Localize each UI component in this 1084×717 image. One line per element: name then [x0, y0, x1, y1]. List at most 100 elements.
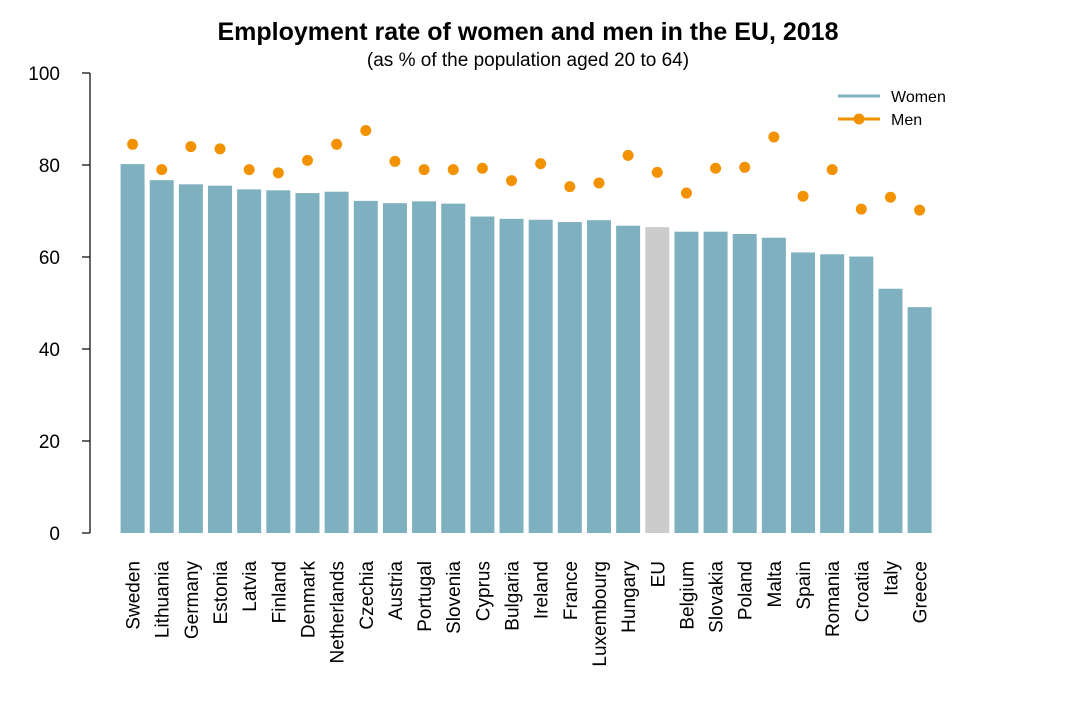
bar-women — [791, 252, 816, 533]
bar-women — [761, 237, 786, 533]
bar-women — [470, 216, 495, 533]
point-men — [127, 138, 139, 150]
bar-women — [295, 193, 320, 533]
point-men — [243, 164, 255, 176]
bar-women — [499, 218, 524, 533]
legend-men-marker — [853, 113, 865, 125]
point-men — [214, 143, 226, 155]
y-tick-label: 0 — [49, 524, 60, 545]
point-men — [884, 191, 896, 203]
category-label: Ireland — [532, 561, 553, 619]
category-label: Hungary — [619, 561, 640, 633]
bar-women — [849, 256, 874, 533]
category-label: Germany — [182, 561, 203, 640]
category-label: Finland — [269, 561, 290, 623]
category-label: EU — [648, 561, 669, 587]
category-label: Czechia — [357, 561, 378, 630]
category-label: Denmark — [298, 561, 319, 639]
bar-women — [878, 288, 903, 533]
point-men — [360, 125, 372, 136]
bar-women — [208, 185, 233, 533]
point-men — [710, 162, 722, 174]
bar-women — [732, 234, 757, 533]
bar-women — [820, 254, 845, 534]
category-label: Latvia — [240, 561, 261, 612]
bar-women — [616, 225, 641, 533]
bars — [120, 164, 932, 534]
bar-women — [120, 164, 145, 533]
category-label: Bulgaria — [503, 561, 524, 631]
bar-women — [178, 184, 203, 533]
category-label: Romania — [823, 561, 844, 637]
point-men — [593, 177, 605, 189]
bar-women — [237, 189, 262, 533]
bar-women — [557, 222, 582, 534]
category-label: Croatia — [852, 561, 873, 623]
point-men — [651, 166, 663, 178]
bar-women — [149, 180, 174, 533]
point-men — [535, 158, 547, 170]
point-men — [622, 149, 634, 161]
point-men — [739, 161, 751, 173]
y-tick-label: 20 — [39, 432, 60, 453]
category-label: Netherlands — [328, 561, 349, 663]
category-label: Italy — [881, 561, 902, 596]
point-men — [272, 167, 284, 179]
bar-women — [324, 191, 349, 533]
bar-women — [645, 227, 670, 533]
point-men — [506, 175, 518, 187]
chart-subtitle: (as % of the population aged 20 to 64) — [367, 50, 689, 71]
category-label: France — [561, 561, 582, 620]
bar-women — [703, 231, 728, 533]
point-men — [331, 138, 343, 150]
y-axis: 0 20 40 60 80 100 — [28, 64, 91, 545]
category-label: Cyprus — [473, 561, 494, 621]
point-men — [855, 203, 867, 215]
point-men — [564, 181, 576, 193]
category-label: Belgium — [677, 561, 698, 630]
legend-women-label: Women — [891, 89, 946, 106]
category-label: Luxembourg — [590, 561, 611, 667]
point-men — [826, 164, 838, 176]
y-tick-label: 60 — [39, 248, 60, 269]
point-men — [447, 164, 459, 176]
bar-women — [528, 219, 553, 534]
bar-women — [441, 203, 466, 533]
category-label: Portugal — [415, 561, 436, 632]
y-tick-label: 80 — [39, 156, 60, 177]
point-men — [914, 204, 926, 216]
category-label: Slovakia — [707, 561, 728, 633]
bar-women — [907, 307, 932, 533]
category-label: Malta — [765, 561, 786, 608]
category-label: Lithuania — [153, 561, 174, 639]
category-label: Poland — [736, 561, 757, 620]
y-tick-label: 100 — [28, 64, 60, 85]
point-men — [418, 164, 430, 176]
category-label: Slovenia — [444, 561, 465, 634]
bar-women — [586, 220, 611, 533]
point-men — [301, 154, 313, 166]
bar-women — [382, 203, 407, 533]
point-men — [768, 131, 780, 143]
chart-title: Employment rate of women and men in the … — [218, 18, 839, 46]
category-label: Sweden — [124, 561, 145, 630]
bar-women — [412, 201, 437, 533]
y-tick-label: 40 — [39, 340, 60, 361]
point-men — [797, 190, 809, 202]
men-points — [127, 125, 926, 216]
legend: Women Men — [838, 89, 946, 129]
category-label: Austria — [386, 561, 407, 621]
bar-women — [353, 200, 378, 533]
point-men — [185, 141, 197, 153]
point-men — [156, 164, 168, 176]
point-men — [476, 162, 488, 174]
category-label: Greece — [911, 561, 932, 623]
category-label: Estonia — [211, 561, 232, 625]
category-label: Spain — [794, 561, 815, 610]
point-men — [680, 187, 692, 199]
category-labels: Sweden Lithuania Germany Estonia Latvia Finla… — [124, 561, 932, 667]
point-men — [389, 155, 401, 167]
legend-men-label: Men — [891, 112, 922, 129]
bar-women — [674, 231, 699, 533]
